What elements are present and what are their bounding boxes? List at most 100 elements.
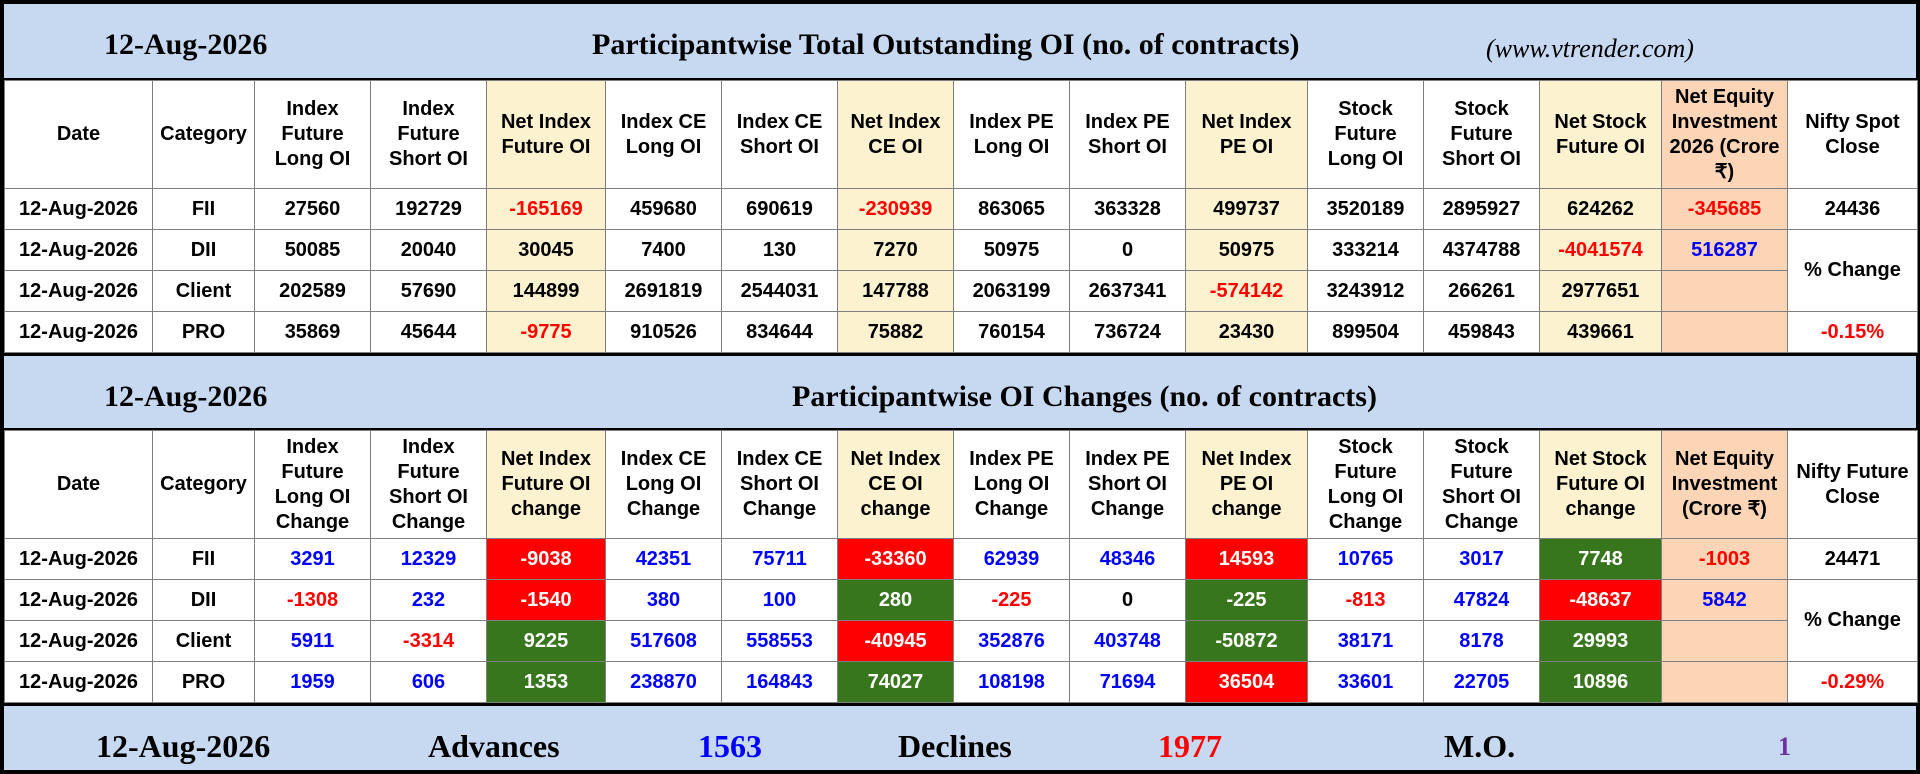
cell-value: 899504 <box>1307 311 1424 353</box>
cell-date: 12-Aug-2026 <box>4 188 153 230</box>
cell-value: 192729 <box>370 188 487 230</box>
cell-value: 147788 <box>837 270 954 312</box>
cell-value: 164843 <box>721 661 838 703</box>
cell-net-equity <box>1661 661 1788 703</box>
cell-value: -50872 <box>1185 620 1308 662</box>
oi-changes-header-row: Date Category Index Future Long OI Chang… <box>4 430 1918 539</box>
cell-value: 45644 <box>370 311 487 353</box>
header-stock-future-short-change: Stock Future Short OI Change <box>1423 430 1540 539</box>
header-net-index-ce-change: Net Index CE OI change <box>837 430 954 539</box>
cell-value: 7270 <box>837 229 954 271</box>
cell-value: 10896 <box>1539 661 1662 703</box>
cell-value: 2895927 <box>1423 188 1540 230</box>
header-net-equity: Net Equity Investment 2026 (Crore ₹) <box>1661 80 1788 189</box>
cell-category: DII <box>152 579 255 621</box>
cell-value: 75711 <box>721 538 838 580</box>
cell-net-equity <box>1661 311 1788 353</box>
cell-value: -230939 <box>837 188 954 230</box>
cell-value: 333214 <box>1307 229 1424 271</box>
cell-date: 12-Aug-2026 <box>4 538 153 580</box>
header-index-ce-short-change: Index CE Short OI Change <box>721 430 838 539</box>
cell-value: 2063199 <box>953 270 1070 312</box>
cell-value: 35869 <box>254 311 371 353</box>
cell-value: 624262 <box>1539 188 1662 230</box>
cell-category: FII <box>152 538 255 580</box>
cell-value: 33601 <box>1307 661 1424 703</box>
cell-nifty-spot: 24436 <box>1787 188 1918 230</box>
cell-value: 606 <box>370 661 487 703</box>
cell-value: 863065 <box>953 188 1070 230</box>
cell-value: 30045 <box>486 229 606 271</box>
table-row: 12-Aug-2026 FII 3291 12329 -9038 42351 7… <box>4 538 1918 580</box>
cell-value: 2691819 <box>605 270 722 312</box>
cell-net-equity <box>1661 620 1788 662</box>
cell-value: 352876 <box>953 620 1070 662</box>
section1-title: Participantwise Total Outstanding OI (no… <box>592 28 1300 61</box>
cell-pct-change: -0.15% <box>1787 311 1918 353</box>
section1-title-bar: 12-Aug-2026 Participantwise Total Outsta… <box>4 4 1916 80</box>
header-stock-future-short: Stock Future Short OI <box>1423 80 1540 189</box>
section2-title-bar: 12-Aug-2026 Participantwise OI Changes (… <box>4 353 1916 430</box>
cell-net-equity: 5842 <box>1661 579 1788 621</box>
mo-label: M.O. <box>1444 728 1516 764</box>
cell-value: 36504 <box>1185 661 1308 703</box>
cell-value: 22705 <box>1423 661 1540 703</box>
cell-value: -40945 <box>837 620 954 662</box>
cell-value: 403748 <box>1069 620 1186 662</box>
cell-date: 12-Aug-2026 <box>4 311 153 353</box>
cell-value: 100 <box>721 579 838 621</box>
cell-value: -48637 <box>1539 579 1662 621</box>
header-index-ce-long: Index CE Long OI <box>605 80 722 189</box>
header-index-pe-short-change: Index PE Short OI Change <box>1069 430 1186 539</box>
cell-net-equity: -1003 <box>1661 538 1788 580</box>
cell-value: 47824 <box>1423 579 1540 621</box>
cell-value: 910526 <box>605 311 722 353</box>
header-net-stock-future-change: Net Stock Future OI change <box>1539 430 1662 539</box>
header-nifty-future: Nifty Future Close <box>1787 430 1918 539</box>
mo-value: 1 <box>1778 732 1791 761</box>
cell-value: -4041574 <box>1539 229 1662 271</box>
header-category: Category <box>152 430 255 539</box>
cell-value: 232 <box>370 579 487 621</box>
header-index-future-short: Index Future Short OI <box>370 80 487 189</box>
header-index-ce-short: Index CE Short OI <box>721 80 838 189</box>
cell-value: -33360 <box>837 538 954 580</box>
cell-value: 499737 <box>1185 188 1308 230</box>
table-row: 12-Aug-2026 DII 50085 20040 30045 7400 1… <box>4 229 1918 312</box>
cell-value: 71694 <box>1069 661 1186 703</box>
cell-value: 74027 <box>837 661 954 703</box>
footer-date: 12-Aug-2026 <box>96 728 271 764</box>
advances-value: 1563 <box>698 728 762 764</box>
header-index-pe-long: Index PE Long OI <box>953 80 1070 189</box>
header-nifty-spot: Nifty Spot Close <box>1787 80 1918 189</box>
cell-value: 1959 <box>254 661 371 703</box>
header-index-pe-long-change: Index PE Long OI Change <box>953 430 1070 539</box>
cell-value: 50085 <box>254 229 371 271</box>
oi-changes-table: Date Category Index Future Long OI Chang… <box>4 430 1918 703</box>
cell-value: 517608 <box>605 620 722 662</box>
cell-value: 108198 <box>953 661 1070 703</box>
cell-value: 439661 <box>1539 311 1662 353</box>
cell-category: Client <box>152 270 255 312</box>
header-net-index-ce: Net Index CE OI <box>837 80 954 189</box>
table-row: 12-Aug-2026 PRO 1959 606 1353 238870 164… <box>4 661 1918 703</box>
header-date: Date <box>4 430 153 539</box>
total-oi-table: Date Category Index Future Long OI Index… <box>4 80 1918 353</box>
cell-value: 3520189 <box>1307 188 1424 230</box>
cell-value: 363328 <box>1069 188 1186 230</box>
cell-value: 62939 <box>953 538 1070 580</box>
cell-pct-change: -0.29% <box>1787 661 1918 703</box>
pct-change-label: % Change <box>1787 579 1918 662</box>
cell-value: 27560 <box>254 188 371 230</box>
header-stock-future-long: Stock Future Long OI <box>1307 80 1424 189</box>
cell-value: -1540 <box>486 579 606 621</box>
market-breadth-footer: 12-Aug-2026 Advances 1563 Declines 1977 … <box>4 703 1916 770</box>
cell-value: -225 <box>953 579 1070 621</box>
header-category: Category <box>152 80 255 189</box>
cell-value: 48346 <box>1069 538 1186 580</box>
cell-category: DII <box>152 229 255 271</box>
cell-value: 144899 <box>486 270 606 312</box>
cell-value: 20040 <box>370 229 487 271</box>
cell-date: 12-Aug-2026 <box>4 620 153 662</box>
